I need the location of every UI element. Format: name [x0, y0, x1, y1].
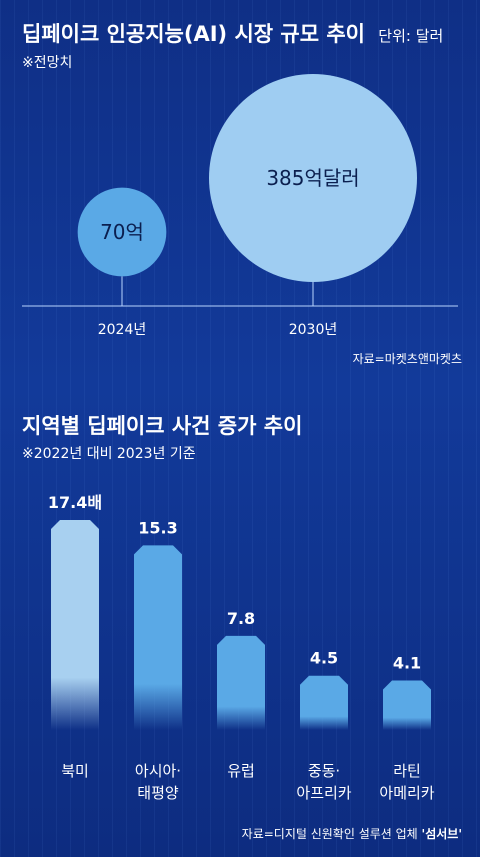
bar-value-label: 4.1	[393, 654, 421, 673]
bubble-chart: 70억 2024년 385억달러 2030년	[22, 74, 458, 338]
bubble-value-label: 70억	[100, 220, 144, 244]
bar	[51, 520, 99, 730]
bubble	[77, 187, 167, 277]
bar	[383, 680, 431, 730]
chart-subtitle-market: ※전망치	[22, 55, 73, 71]
source-note-incidents: 자료=디지털 신원확인 설루션 업체 '섬서브'	[242, 825, 462, 842]
category-label: 유럽	[227, 762, 255, 780]
category-label: 라틴	[393, 762, 421, 780]
category-label: 북미	[61, 762, 89, 780]
bar	[300, 675, 348, 730]
bar	[217, 635, 265, 730]
bar-value-label: 4.5	[310, 649, 338, 668]
bubble-value-label: 385억달러	[266, 166, 359, 190]
bar-value-label: 7.8	[227, 609, 255, 628]
chart-subtitle-incidents: ※2022년 대비 2023년 기준	[22, 446, 196, 462]
category-label: 아시아·	[135, 762, 181, 780]
x-tick-label: 2030년	[289, 322, 338, 338]
x-tick-label: 2024년	[98, 322, 147, 338]
category-label: 아메리카	[379, 784, 434, 802]
category-label: 태평양	[137, 784, 179, 802]
category-label: 아프리카	[296, 784, 351, 802]
bar-value-label: 15.3	[138, 518, 177, 537]
category-label: 중동·	[308, 762, 340, 780]
source-note-market: 자료=마켓츠앤마켓츠	[352, 352, 462, 366]
bar-value-label: 17.4배	[48, 493, 102, 512]
chart-title-market-text: 딥페이크 인공지능(AI) 시장 규모 추이	[22, 22, 365, 46]
chart-title-incidents: 지역별 딥페이크 사건 증가 추이	[22, 414, 303, 438]
bubble	[209, 74, 417, 282]
chart-title-market: 딥페이크 인공지능(AI) 시장 규모 추이 단위: 달러	[22, 18, 443, 48]
unit-label: 단위: 달러	[378, 27, 444, 45]
source-emphasis: '섬서브'	[421, 827, 462, 841]
source-text: 자료=디지털 신원확인 설루션 업체	[241, 827, 422, 841]
bar	[134, 545, 182, 730]
